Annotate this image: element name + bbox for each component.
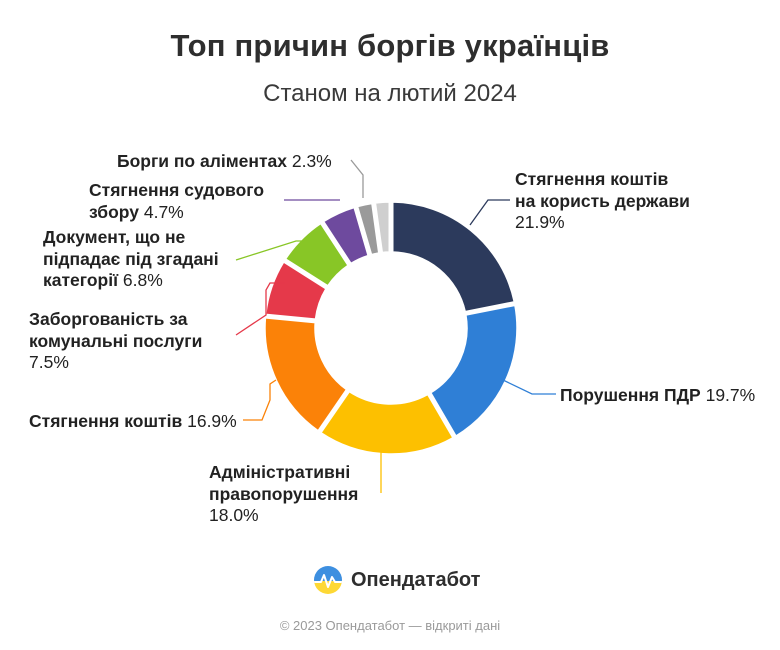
leader-utility-debt	[235, 282, 285, 336]
label-alimony-debt: Борги по аліментах 2.3%	[117, 151, 332, 171]
slice-traffic-violations	[430, 304, 518, 437]
leader-alimony-debt	[350, 159, 364, 198]
slice-unlabeled	[374, 201, 390, 254]
opendatabot-logo-icon	[314, 566, 342, 594]
leader-traffic-violations	[502, 379, 556, 395]
slice-funds-recovery	[264, 317, 348, 432]
label-other-documents: Документ, що не підпадає під згадані кат…	[43, 227, 219, 290]
slice-other-documents	[284, 222, 349, 287]
slice-utility-debt	[264, 261, 327, 320]
label-utility-debt: Заборгованість за комунальні послуги 7.5…	[29, 309, 203, 372]
slice-alimony-debt	[356, 202, 380, 256]
leader-funds-recovery	[243, 379, 277, 421]
label-traffic-violations: Порушення ПДР 19.7%	[560, 385, 756, 405]
label-administrative-offenses: Адміністративні правопорушення 18.0%	[209, 462, 359, 525]
label-funds-recovery: Стягнення коштів 16.9%	[29, 411, 237, 431]
chart-title: Топ причин боргів українців	[170, 28, 610, 63]
slice-administrative-offenses	[320, 390, 454, 455]
brand-logo: Опендатабот	[313, 563, 480, 597]
label-court-fee: Стягнення судового збору 4.7%	[89, 180, 265, 222]
slice-state-recovery	[392, 201, 516, 313]
slice-court-fee	[322, 206, 369, 265]
footer-copyright: © 2023 Опендатабот — відкриті дані	[279, 618, 501, 633]
label-state-recovery: Стягнення коштів на користь держави 21.9…	[515, 169, 690, 232]
chart-subtitle: Станом на лютий 2024	[263, 80, 517, 107]
brand-name: Опендатабот	[351, 568, 481, 591]
leader-other-documents	[235, 240, 305, 261]
leader-state-recovery	[469, 199, 510, 226]
